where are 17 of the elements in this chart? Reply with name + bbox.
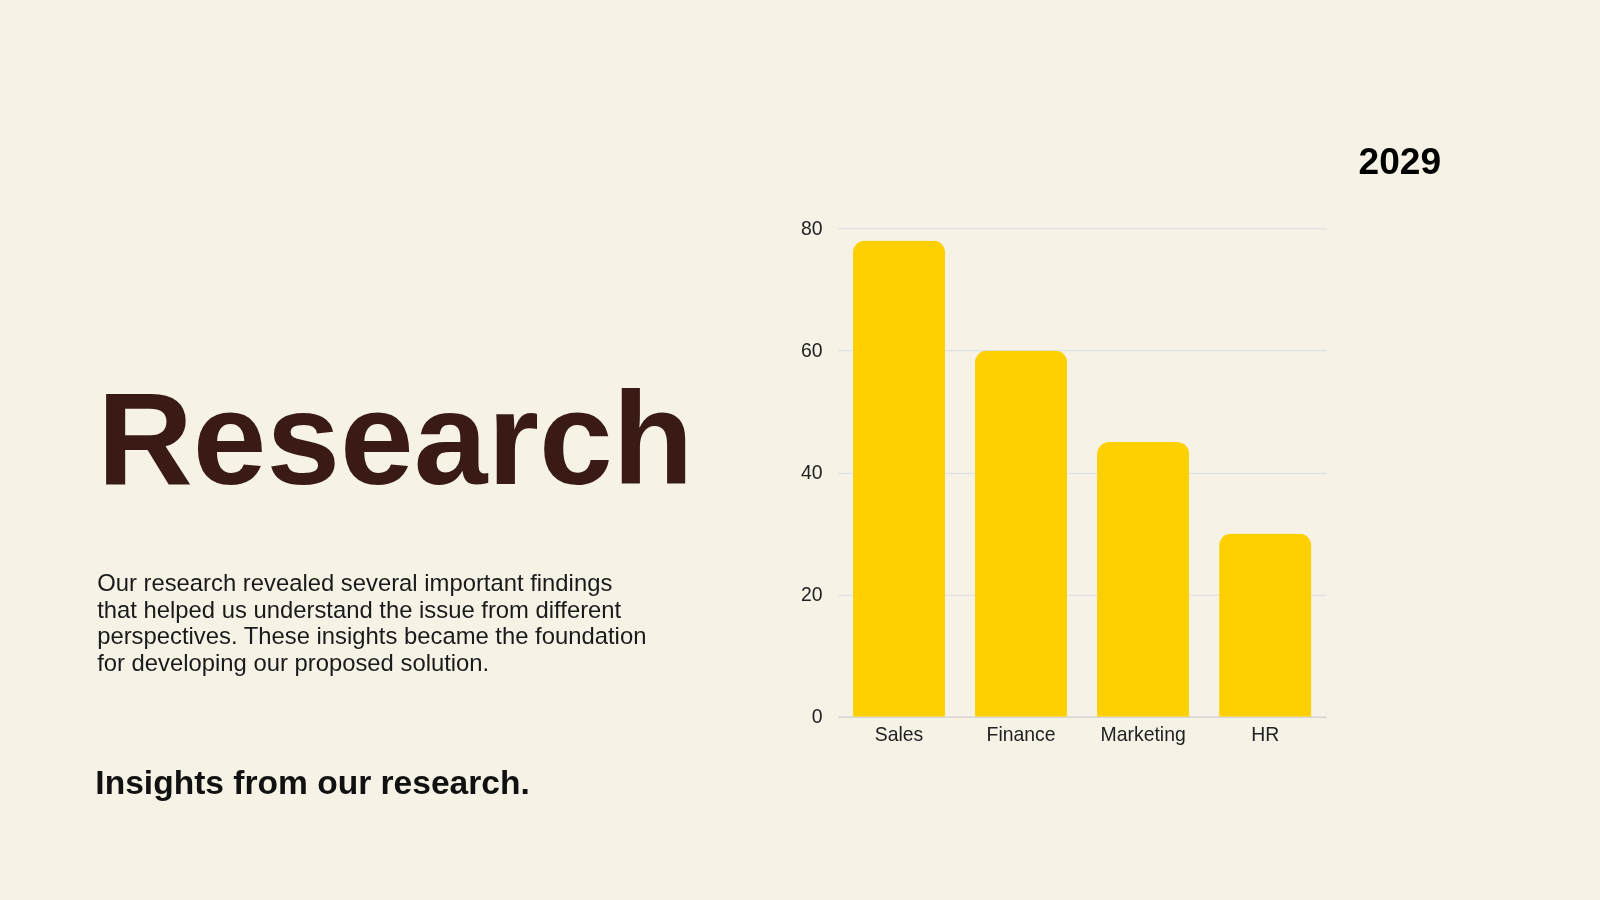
x-tick-label: Finance <box>986 722 1056 745</box>
y-tick-label: 0 <box>811 705 823 728</box>
bar <box>852 240 946 717</box>
y-tick-label: 20 <box>800 583 823 606</box>
y-tick-label: 60 <box>800 339 823 362</box>
text: Our research revealed several important findings that helped us understand the issue from different perspectives. These insights became the foundation for developing our proposed solution. <box>97 569 647 676</box>
text: Research <box>97 364 694 513</box>
bar <box>1219 533 1312 717</box>
y-tick-label: 80 <box>800 217 823 240</box>
bar <box>1097 442 1190 717</box>
text: 2029 <box>1358 139 1442 182</box>
x-tick-label: Marketing <box>1100 722 1186 745</box>
bar <box>974 350 1068 717</box>
text: Insights from our research. <box>95 763 530 801</box>
y-tick-label: 40 <box>800 461 823 484</box>
x-tick-label: HR <box>1251 722 1280 745</box>
x-tick-label: Sales <box>874 722 924 745</box>
